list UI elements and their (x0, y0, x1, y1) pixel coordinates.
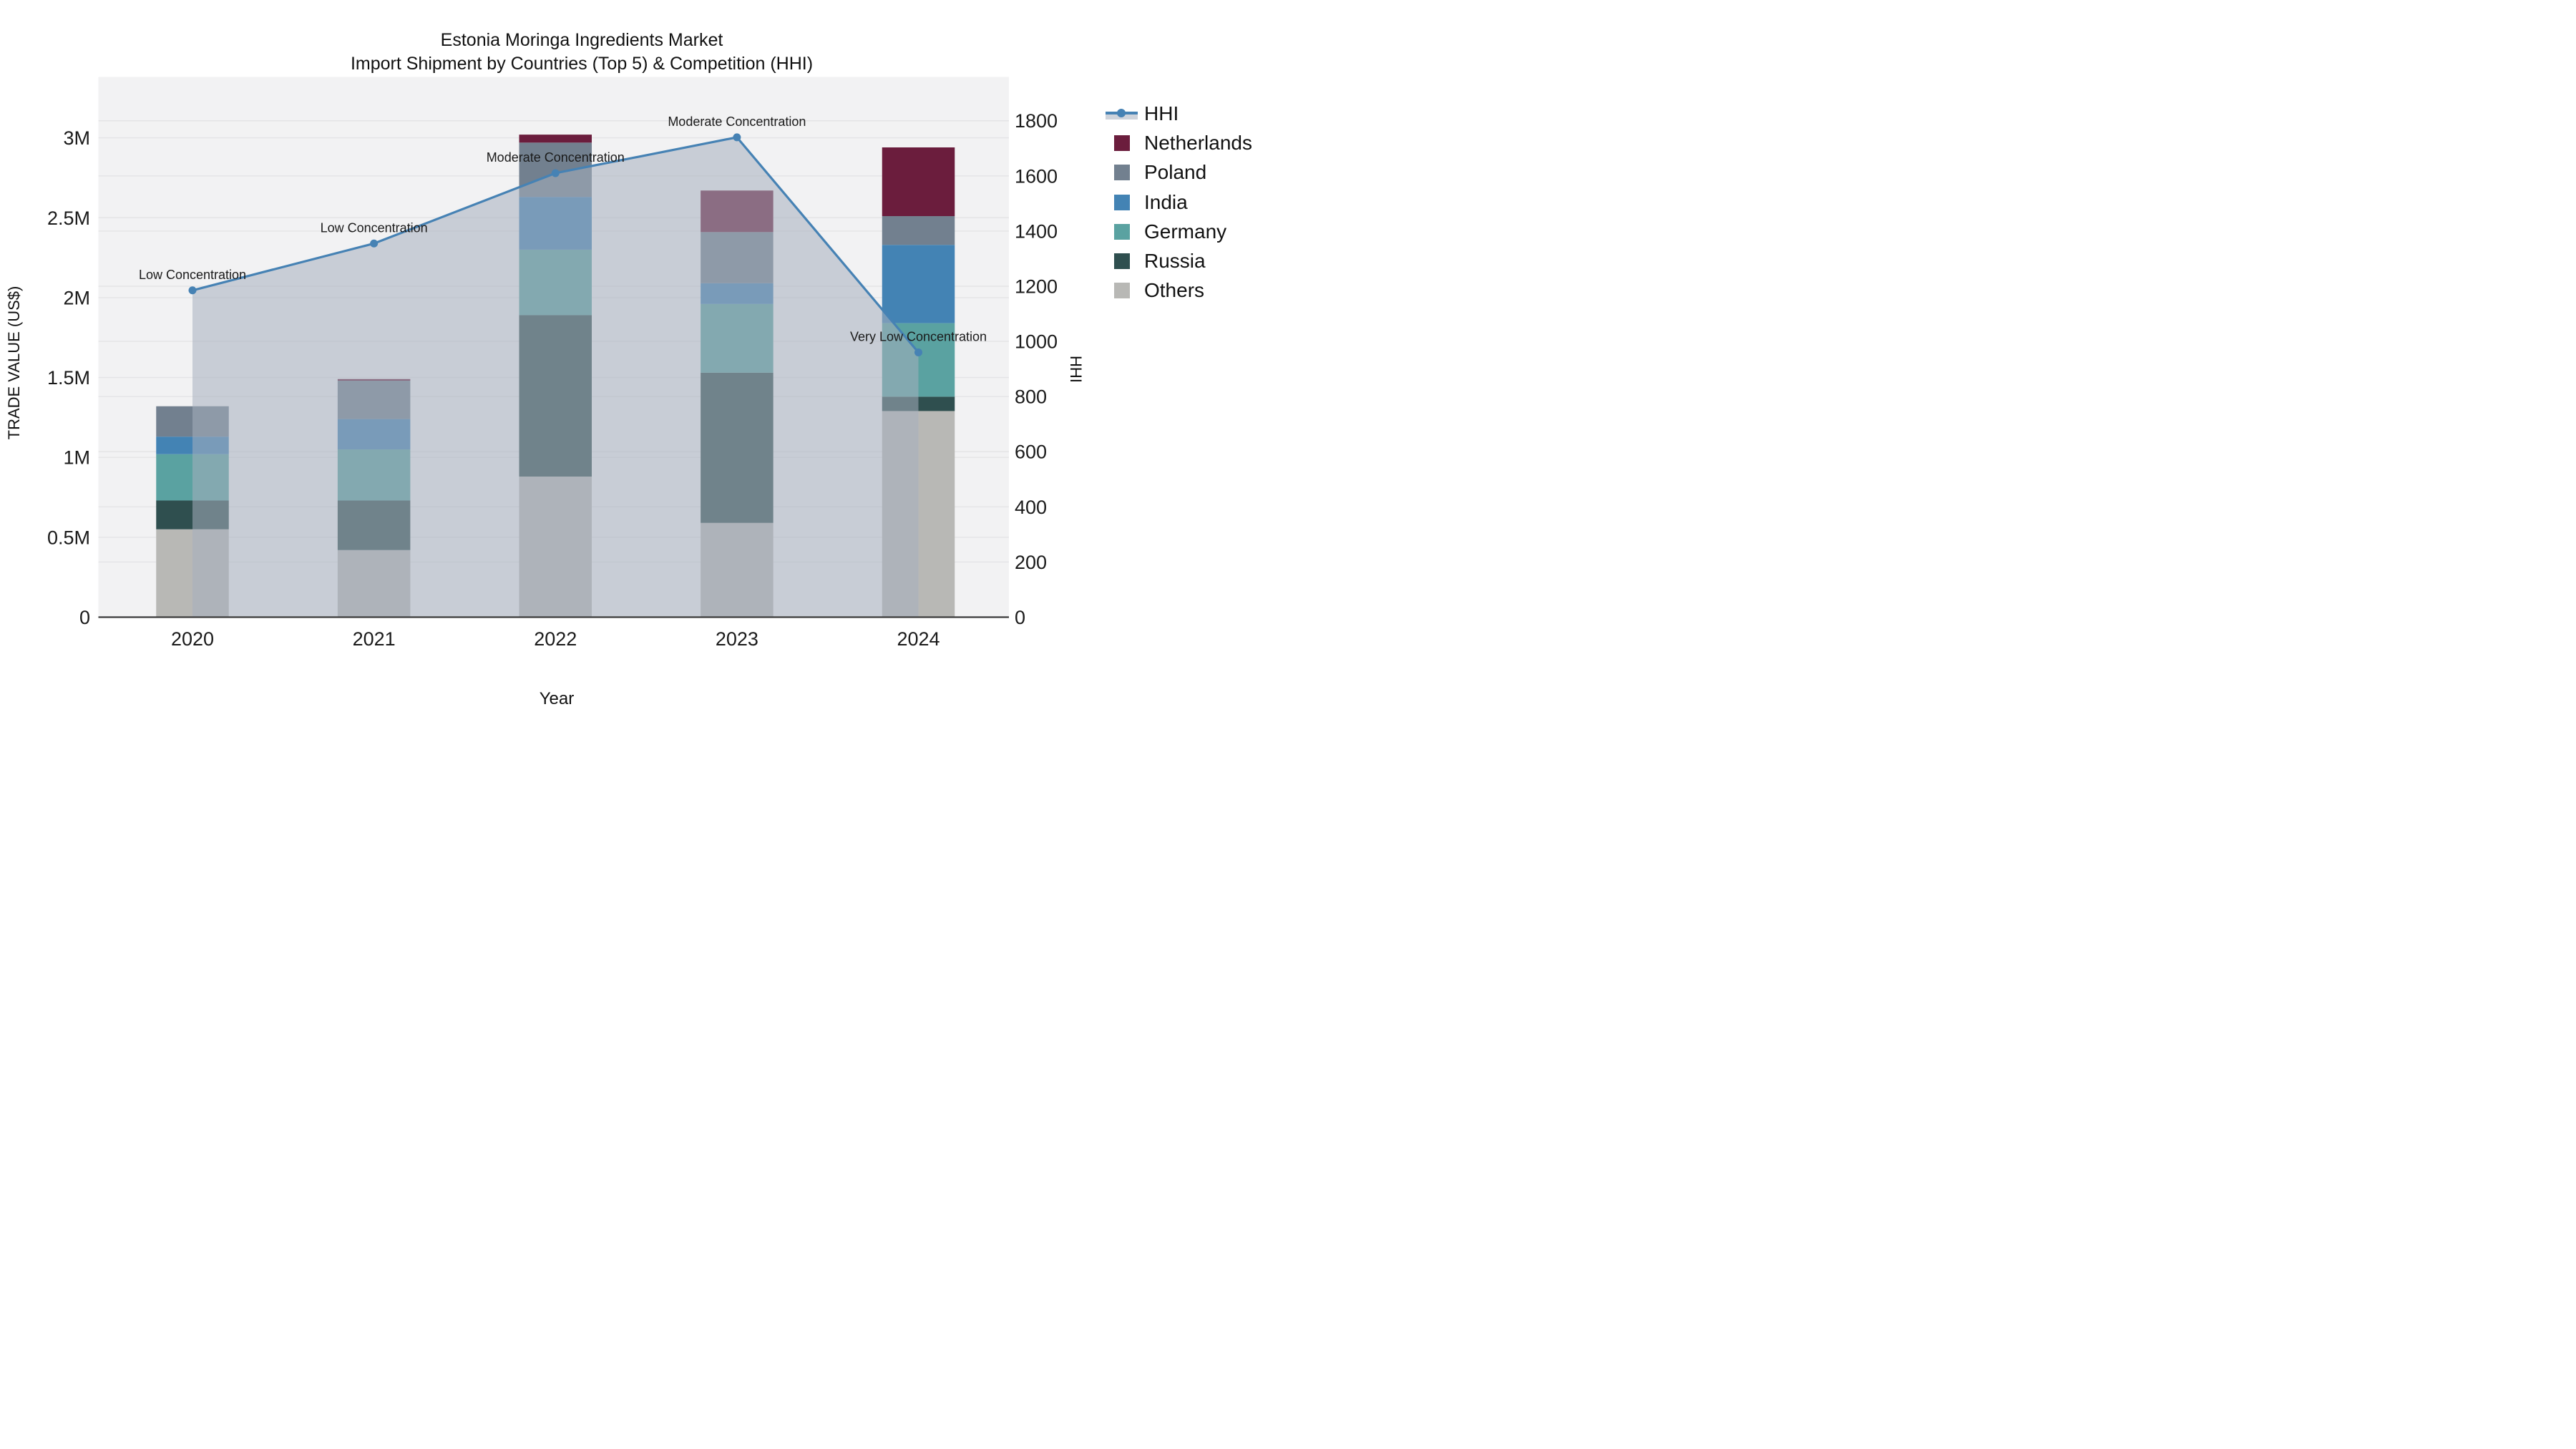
chart-title-line1: Estonia Moringa Ingredients Market (440, 30, 723, 50)
left-tick-label: 2M (63, 287, 90, 308)
hhi-marker-2023 (733, 133, 741, 142)
bar-segment-india-2024 (882, 245, 955, 323)
legend-color-swatch (1105, 135, 1139, 151)
right-tick-label: 1800 (1015, 110, 1058, 132)
legend-item-russia: Russia (1105, 246, 1252, 275)
hhi-area-fill (192, 137, 919, 618)
legend-square-others (1114, 283, 1130, 299)
right-tick-label: 400 (1015, 497, 1047, 518)
x-tick-label-2023: 2023 (716, 628, 758, 650)
right-tick-label: 1000 (1015, 331, 1058, 353)
right-tick-label: 200 (1015, 552, 1047, 573)
hhi-line-sample (1106, 108, 1138, 119)
left-axis-title: TRADE VALUE (US$) (5, 286, 23, 440)
legend-square-russia (1114, 253, 1130, 270)
left-tick-label: 2.5M (47, 208, 90, 229)
legend-item-india: India (1105, 187, 1252, 217)
annotation-2020: Low Concentration (139, 268, 246, 282)
legend-label: Poland (1144, 161, 1207, 184)
legend-label: India (1144, 190, 1188, 213)
legend-color-swatch (1105, 253, 1139, 270)
chart-title-line2: Import Shipment by Countries (Top 5) & C… (350, 54, 814, 74)
hhi-marker-2024 (914, 348, 922, 356)
right-tick-label: 600 (1015, 441, 1047, 463)
annotation-2024: Very Low Concentration (850, 329, 987, 343)
bar-segment-poland-2024 (882, 216, 955, 245)
hhi-marker-2021 (370, 239, 379, 248)
annotation-2021: Low Concentration (321, 220, 428, 235)
right-tick-label: 1200 (1015, 275, 1058, 297)
x-tick-label-2020: 2020 (171, 628, 214, 650)
legend: HHI Netherlands Poland India Germany Russia Ot… (1105, 99, 1252, 306)
legend-label: Others (1144, 279, 1205, 302)
legend-color-swatch (1105, 283, 1139, 299)
right-tick-label: 1600 (1015, 165, 1058, 187)
plot-canvas: Low Concentration Low Concentration Modera… (47, 77, 1058, 650)
legend-label: Germany (1144, 220, 1227, 243)
legend-color-swatch (1105, 165, 1139, 181)
x-tick-label-2022: 2022 (534, 628, 577, 650)
x-axis-title: Year (539, 689, 575, 708)
left-tick-label: 3M (63, 127, 90, 149)
x-tick-label-2021: 2021 (353, 628, 396, 650)
legend-item-poland: Poland (1105, 158, 1252, 187)
annotation-2022: Moderate Concentration (487, 150, 625, 165)
hhi-marker-2022 (551, 169, 560, 177)
legend-square-poland (1114, 165, 1130, 181)
legend-item-hhi: HHI (1105, 99, 1252, 128)
bar-segment-netherlands-2024 (882, 147, 955, 217)
left-tick-label: 1.5M (47, 367, 90, 389)
legend-label: HHI (1144, 102, 1179, 125)
legend-square-netherlands (1114, 135, 1130, 151)
legend-color-swatch (1105, 194, 1139, 210)
legend-item-netherlands: Netherlands (1105, 128, 1252, 157)
bar-segment-netherlands-2022 (519, 135, 592, 143)
right-axis-title: HHI (1067, 356, 1085, 383)
right-tick-label: 0 (1015, 607, 1025, 628)
hhi-marker-2020 (188, 286, 197, 295)
right-tick-label: 800 (1015, 386, 1047, 408)
x-tick-label-2024: 2024 (897, 628, 940, 650)
legend-color-swatch (1105, 223, 1139, 240)
chart-title: Estonia Moringa Ingredients Market Impor… (0, 29, 1163, 76)
left-tick-label: 0.5M (47, 527, 90, 548)
left-tick-label: 0 (79, 607, 90, 628)
legend-square-india (1114, 194, 1130, 210)
legend-hhi-line-swatch (1105, 104, 1139, 123)
left-tick-label: 1M (63, 447, 90, 469)
legend-label: Russia (1144, 250, 1206, 273)
legend-label: Netherlands (1144, 131, 1252, 154)
annotation-2023: Moderate Concentration (668, 114, 806, 129)
legend-item-germany: Germany (1105, 217, 1252, 246)
right-tick-label: 1400 (1015, 220, 1058, 242)
chart-figure: Estonia Moringa Ingredients Market Impor… (0, 0, 1288, 725)
legend-square-germany (1114, 223, 1130, 240)
legend-item-others: Others (1105, 276, 1252, 306)
